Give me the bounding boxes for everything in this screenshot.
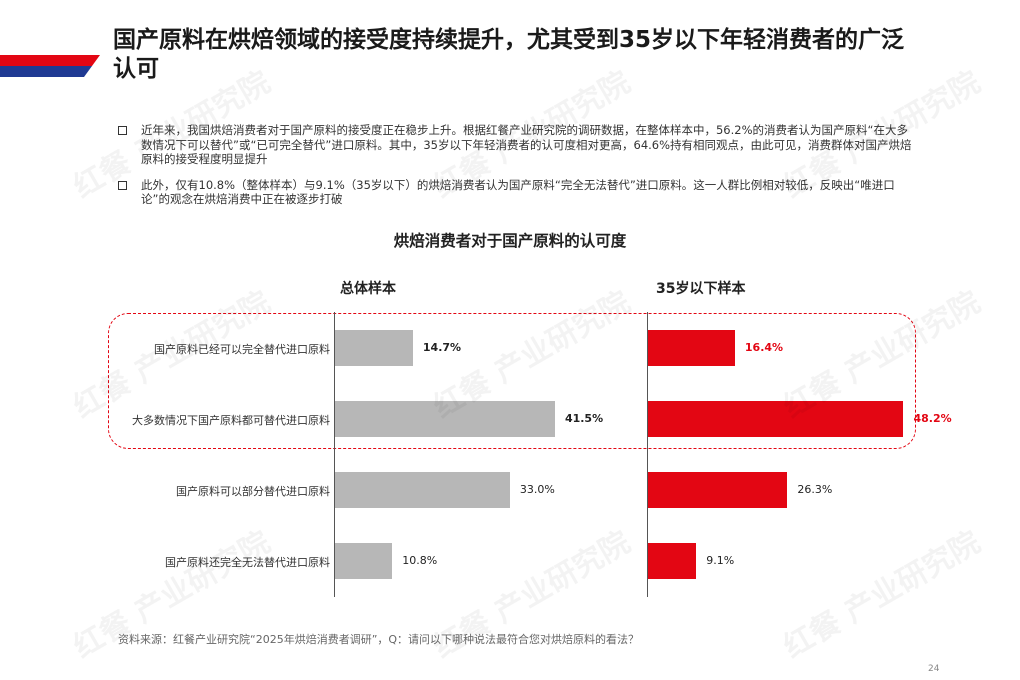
bullet-text: 近年来，我国烘焙消费者对于国产原料的接受度正在稳步上升。根据红餐产业研究院的调研… bbox=[141, 123, 912, 166]
category-label: 大多数情况下国产原料都可替代进口原料 bbox=[132, 414, 330, 427]
panel-title-overall: 总体样本 bbox=[340, 281, 396, 297]
page-number: 24 bbox=[928, 664, 940, 674]
source-note: 资料来源：红餐产业研究院“2025年烘焙消费者调研”，Q：请问以下哪种说法最符合… bbox=[118, 633, 640, 646]
bullet-square-icon bbox=[118, 180, 127, 190]
category-label: 国产原料还完全无法替代进口原料 bbox=[165, 556, 330, 569]
bullet-list: 近年来，我国烘焙消费者对于国产原料的接受度正在稳步上升。根据红餐产业研究院的调研… bbox=[118, 123, 918, 218]
page-title: 国产原料在烘焙领域的接受度持续提升，尤其受到35岁以下年轻消费者的广泛认可 bbox=[113, 27, 905, 82]
chart-title: 烘焙消费者对于国产原料的认可度 bbox=[393, 232, 627, 250]
bar bbox=[648, 472, 788, 508]
data-label: 33.0% bbox=[519, 483, 555, 496]
accent-bar bbox=[0, 55, 100, 77]
bullet-text: 此外，仅有10.8%（整体样本）与9.1%（35岁以下）的烘焙消费者认为国产原料… bbox=[141, 177, 895, 207]
data-label: 14.7% bbox=[422, 341, 462, 354]
panel-title-under35: 35岁以下样本 bbox=[656, 281, 746, 297]
axis-line bbox=[334, 312, 335, 597]
bullet-item: 此外，仅有10.8%（整体样本）与9.1%（35岁以下）的烘焙消费者认为国产原料… bbox=[118, 178, 918, 207]
bar bbox=[335, 472, 510, 508]
bar bbox=[335, 543, 393, 579]
data-label: 48.2% bbox=[913, 412, 952, 425]
category-label: 国产原料可以部分替代进口原料 bbox=[176, 485, 330, 498]
data-label: 16.4% bbox=[744, 341, 784, 354]
bullet-item: 近年来，我国烘焙消费者对于国产原料的接受度正在稳步上升。根据红餐产业研究院的调研… bbox=[118, 123, 918, 167]
category-label: 国产原料已经可以完全替代进口原料 bbox=[154, 343, 330, 356]
bullet-square-icon bbox=[118, 126, 127, 135]
bar bbox=[648, 330, 735, 366]
data-label: 26.3% bbox=[797, 483, 833, 496]
bar bbox=[335, 330, 413, 366]
watermark-text: 红餐 产业研究院 bbox=[774, 518, 987, 666]
data-label: 41.5% bbox=[564, 412, 604, 425]
bar bbox=[335, 401, 555, 437]
axis-line bbox=[647, 312, 648, 597]
bar bbox=[648, 543, 697, 579]
data-label: 10.8% bbox=[402, 554, 438, 567]
highlight-dashed-box bbox=[108, 313, 916, 449]
bar bbox=[648, 401, 904, 437]
data-label: 9.1% bbox=[706, 554, 735, 567]
